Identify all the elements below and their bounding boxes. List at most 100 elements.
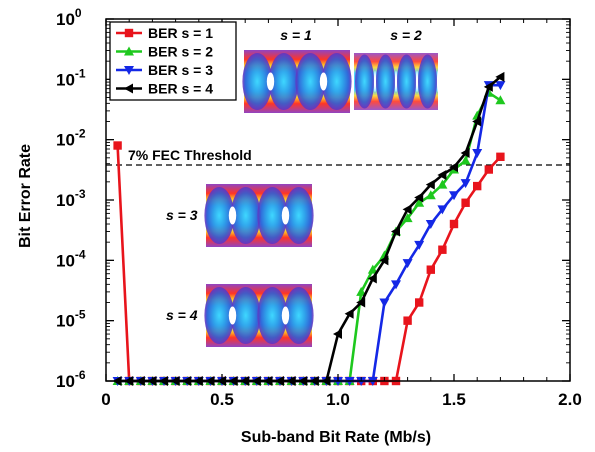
y-tick-label: 10-1: [56, 66, 86, 89]
data-point-s4: [333, 329, 342, 340]
eye-diagram-s2-opening: [436, 71, 440, 92]
legend-entry: BER s = 2: [116, 44, 213, 60]
data-point-s4: [402, 204, 412, 215]
data-point-s2: [414, 197, 425, 207]
eye-diagram-s2-lobe: [355, 54, 374, 109]
y-tick-label: 10-6: [56, 368, 86, 391]
data-point-s1: [484, 165, 493, 174]
inset-label: s = 4: [166, 307, 198, 323]
data-point-s4: [391, 226, 400, 237]
x-tick-label: 0.5: [210, 390, 234, 409]
eye-diagram-s2-opening: [415, 71, 419, 92]
eye-diagram-s4-lobe: [204, 287, 235, 344]
data-point-s1: [449, 219, 459, 229]
eye-diagram-s4-opening: [281, 306, 290, 325]
legend-label: BER s = 3: [148, 62, 213, 78]
data-point-s3: [391, 280, 401, 290]
legend-marker: [124, 83, 133, 94]
data-point-s3: [379, 298, 390, 308]
eye-diagram-s1-opening: [319, 72, 328, 91]
data-point-s3: [402, 259, 413, 269]
data-point-s1: [438, 245, 447, 254]
fec-threshold: 7% FEC Threshold: [106, 147, 570, 166]
data-point-s4: [483, 81, 493, 92]
data-point-s4: [449, 162, 458, 173]
data-point-s4: [356, 297, 366, 308]
eye-diagram-s2-lobe: [376, 54, 395, 109]
x-tick-label: 0: [101, 390, 110, 409]
data-point-s2: [495, 95, 506, 105]
data-point-s3: [449, 191, 459, 201]
data-point-s1: [461, 198, 470, 207]
data-point-s4: [460, 148, 470, 159]
eye-diagram-s3-lobe: [257, 187, 288, 244]
data-point-s3: [495, 81, 506, 91]
data-point-s2: [425, 190, 436, 200]
legend-entry: BER s = 4: [116, 81, 213, 97]
data-point-s1: [415, 298, 424, 307]
data-point-s1: [426, 265, 435, 274]
eye-diagram-s1-lobe: [295, 53, 326, 110]
data-point-s3: [472, 149, 483, 159]
axis-ticks: 0 0.5 1.0 1.5 2.0 100 10-1 10-2 10-3 10-4 10-5 10-6: [56, 6, 582, 409]
eye-diagram-s3-lobe: [230, 187, 261, 244]
data-point-s2: [460, 155, 471, 165]
eye-diagram-s1-lobe: [242, 53, 273, 110]
legend-entry: BER s = 3: [116, 62, 213, 78]
eye-diagram-s4-opening: [228, 306, 237, 325]
eye-diagram-s2-lobe: [418, 54, 437, 109]
legend-label: BER s = 4: [148, 81, 213, 97]
data-point-s4: [367, 273, 377, 284]
x-tick-label: 1.5: [442, 390, 466, 409]
eye-diagram-s1-lobe: [321, 53, 352, 110]
x-axis-title: Sub-band Bit Rate (Mb/s): [241, 429, 431, 446]
data-point-s3: [425, 220, 436, 230]
legend-marker: [124, 28, 134, 38]
data-point-s2: [402, 213, 413, 223]
eye-diagram-s1-lobe: [268, 53, 299, 110]
eye-diagram-s1: [242, 50, 352, 113]
legend: BER s = 1 BER s = 2 BER s = 3 BER s = 4: [109, 21, 237, 101]
eye-diagram-s4: [204, 284, 314, 347]
eye-diagram-s3-opening: [281, 206, 290, 225]
data-point-s2: [367, 264, 378, 274]
data-point-s4: [344, 308, 354, 319]
inset-label: s = 1: [280, 27, 312, 43]
data-point-s4: [425, 179, 435, 190]
data-point-s3: [414, 240, 425, 250]
fec-threshold-label: 7% FEC Threshold: [128, 147, 252, 163]
y-tick-label: 10-4: [56, 247, 86, 270]
eye-diagram-s2-opening: [394, 71, 398, 92]
eye-diagram-s3: [204, 184, 314, 247]
y-tick-label: 100: [56, 6, 82, 29]
data-point-s4: [379, 255, 389, 266]
legend-label: BER s = 1: [148, 25, 213, 41]
y-axis-title: Bit Error Rate: [17, 144, 34, 248]
legend-marker: [124, 66, 134, 75]
eye-diagram-s4-lobe: [257, 287, 288, 344]
eye-diagram-s1-opening: [266, 72, 275, 91]
data-point-s4: [495, 71, 505, 82]
data-point-s1: [496, 152, 505, 162]
data-point-s1: [403, 316, 412, 325]
eye-diagram-s3-lobe: [283, 187, 314, 244]
legend-marker: [124, 46, 134, 56]
inset-label: s = 3: [166, 207, 198, 223]
data-point-s2: [356, 286, 367, 296]
eye-diagram-s2-opening: [373, 71, 377, 92]
y-tick-label: 10-5: [56, 308, 86, 331]
data-point-s4: [437, 169, 447, 180]
eye-diagram-s4-lobe: [283, 287, 314, 344]
inset-label: s = 2: [390, 27, 422, 43]
data-point-s1: [473, 181, 482, 191]
data-point-s3: [460, 179, 471, 189]
eye-diagram-insets: s = 1 s = 2 s = 3 s = 4: [166, 27, 440, 347]
eye-diagram-s3-lobe: [204, 187, 235, 244]
eye-diagram-s3-opening: [228, 206, 237, 225]
x-tick-label: 2.0: [558, 390, 582, 409]
legend-label: BER s = 2: [148, 44, 213, 60]
data-point-s2: [437, 179, 448, 189]
data-point-s4: [414, 192, 424, 203]
x-tick-label: 1.0: [326, 390, 350, 409]
